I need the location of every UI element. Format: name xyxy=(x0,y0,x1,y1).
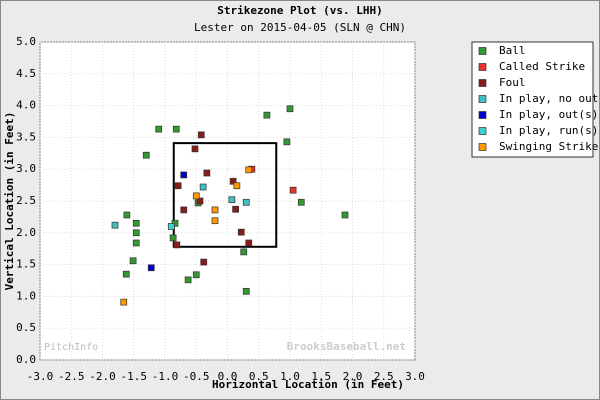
point xyxy=(167,223,175,230)
point xyxy=(120,298,128,306)
point xyxy=(147,264,155,272)
x-tick-label: -1.0 xyxy=(152,370,179,383)
y-tick-label: 1.5 xyxy=(16,258,36,271)
x-tick-label: 3.0 xyxy=(405,370,425,383)
point xyxy=(191,145,199,153)
point xyxy=(132,219,140,227)
point xyxy=(286,105,294,113)
point xyxy=(289,186,297,194)
point xyxy=(263,111,271,119)
point xyxy=(196,197,204,205)
watermark: PitchInfo xyxy=(44,342,98,353)
point xyxy=(211,206,219,214)
point xyxy=(245,239,253,247)
x-tick-label: -2.0 xyxy=(89,370,116,383)
legend-label: Foul xyxy=(499,76,526,89)
y-tick-label: 3.0 xyxy=(16,162,36,175)
chart-title: Strikezone Plot (vs. LHH) xyxy=(217,4,383,17)
point xyxy=(184,276,192,284)
legend-label: In play, no out xyxy=(499,92,598,105)
y-tick-label: 3.5 xyxy=(16,130,36,143)
y-tick-label: 2.5 xyxy=(16,194,36,207)
point xyxy=(283,138,291,146)
x-tick-label: 0.0 xyxy=(218,370,238,383)
point xyxy=(123,211,131,219)
point xyxy=(129,257,137,265)
legend-swatch xyxy=(478,47,487,55)
x-tick-label: -2.5 xyxy=(58,370,85,383)
point xyxy=(197,131,205,139)
legend-label: Swinging Strike xyxy=(499,140,598,153)
point xyxy=(242,287,250,295)
x-axis-label: Horizontal Location (in Feet) xyxy=(212,378,404,391)
point xyxy=(169,234,177,242)
point xyxy=(142,151,150,159)
point xyxy=(174,182,182,190)
point xyxy=(199,183,207,191)
legend-swatch xyxy=(478,63,487,71)
point xyxy=(211,217,219,225)
y-tick-label: 5.0 xyxy=(16,35,36,48)
x-tick-label: 2.0 xyxy=(343,370,363,383)
legend-label: In play, run(s) xyxy=(499,124,598,137)
y-axis-label: Vertical Location (in Feet) xyxy=(3,112,16,291)
point xyxy=(228,196,236,204)
point xyxy=(240,248,248,256)
point xyxy=(229,177,237,185)
legend-swatch xyxy=(478,143,487,151)
x-tick-label: 1.5 xyxy=(311,370,331,383)
point xyxy=(132,229,140,237)
legend-swatch xyxy=(478,127,487,135)
legend-swatch xyxy=(478,79,487,87)
point xyxy=(242,198,250,206)
x-tick-label: -1.5 xyxy=(121,370,148,383)
point xyxy=(233,182,241,190)
legend-swatch xyxy=(478,111,487,119)
point xyxy=(132,239,140,247)
y-tick-label: 4.0 xyxy=(16,99,36,112)
point xyxy=(155,125,163,133)
point xyxy=(200,258,208,266)
point xyxy=(245,166,253,174)
point xyxy=(341,211,349,219)
legend-label: Ball xyxy=(499,44,526,57)
point xyxy=(173,241,181,249)
point xyxy=(122,270,130,278)
point xyxy=(203,169,211,177)
y-tick-label: 1.0 xyxy=(16,289,36,302)
point xyxy=(237,228,245,236)
legend-box xyxy=(471,41,594,158)
watermark: BrooksBaseball.net xyxy=(287,340,406,353)
legend-label: In play, out(s) xyxy=(499,108,598,121)
x-tick-label: -0.5 xyxy=(183,370,210,383)
point xyxy=(232,205,239,213)
point xyxy=(192,192,200,200)
point xyxy=(297,198,305,206)
x-tick-label: 1.0 xyxy=(280,370,300,383)
point xyxy=(180,206,188,214)
legend-label: Called Strike xyxy=(499,60,585,73)
point xyxy=(180,171,188,179)
y-tick-label: 2.0 xyxy=(16,226,36,239)
strike-zone xyxy=(172,142,278,248)
y-tick-label: 0.5 xyxy=(16,321,36,334)
point xyxy=(172,125,180,133)
chart-subtitle: Lester on 2015-04-05 (SLN @ CHN) xyxy=(194,21,406,34)
y-tick-label: 0.0 xyxy=(16,353,36,366)
point xyxy=(111,221,119,229)
legend-swatch xyxy=(478,95,487,103)
x-tick-label: -3.0 xyxy=(27,370,54,383)
x-tick-label: 2.5 xyxy=(374,370,394,383)
y-tick-label: 4.5 xyxy=(16,67,36,80)
x-tick-label: 0.5 xyxy=(249,370,269,383)
point xyxy=(192,271,200,279)
